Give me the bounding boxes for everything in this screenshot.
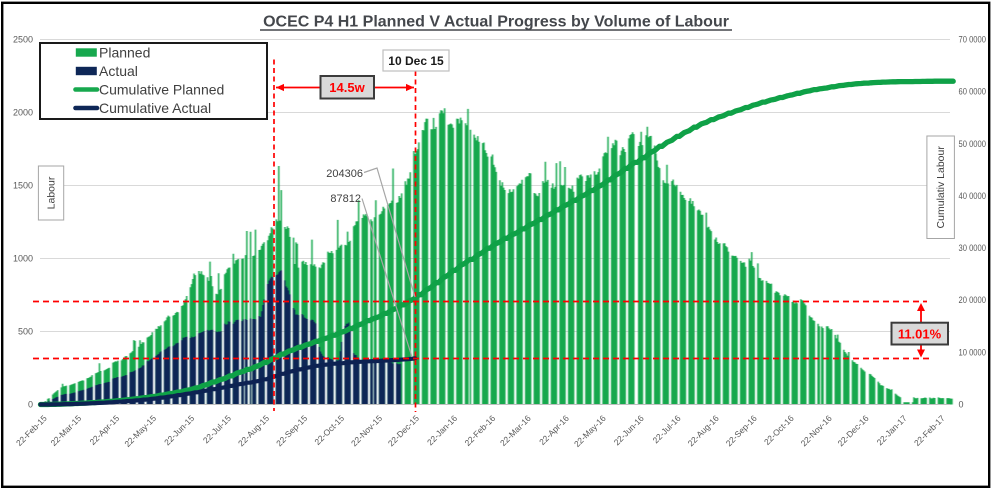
svg-text:Cumulativ Labour: Cumulativ Labour bbox=[935, 146, 947, 229]
svg-text:10 0000: 10 0000 bbox=[959, 347, 987, 357]
svg-text:30 0000: 30 0000 bbox=[959, 243, 987, 253]
svg-text:20 0000: 20 0000 bbox=[959, 295, 987, 305]
svg-text:1500: 1500 bbox=[13, 181, 33, 191]
svg-text:Planned: Planned bbox=[99, 45, 150, 61]
svg-text:10 Dec 15: 10 Dec 15 bbox=[388, 54, 444, 68]
svg-text:OCEC P4 H1 Planned V Actual Pr: OCEC P4 H1 Planned V Actual Progress by … bbox=[263, 14, 729, 31]
svg-text:2500: 2500 bbox=[13, 35, 33, 45]
svg-text:1000: 1000 bbox=[13, 254, 33, 264]
svg-text:Cumulative Actual: Cumulative Actual bbox=[99, 100, 211, 116]
svg-text:11.01%: 11.01% bbox=[898, 327, 942, 342]
svg-text:14.5w: 14.5w bbox=[329, 80, 365, 95]
svg-text:50 0000: 50 0000 bbox=[959, 139, 987, 149]
svg-text:Actual: Actual bbox=[99, 63, 138, 79]
svg-text:500: 500 bbox=[18, 327, 33, 337]
svg-text:87812: 87812 bbox=[330, 193, 361, 205]
svg-text:Labour: Labour bbox=[46, 176, 58, 209]
svg-text:0: 0 bbox=[28, 400, 33, 410]
svg-text:40 0000: 40 0000 bbox=[959, 191, 987, 201]
svg-text:Cumulative Planned: Cumulative Planned bbox=[99, 82, 224, 98]
svg-text:70 0000: 70 0000 bbox=[959, 35, 987, 45]
svg-text:2000: 2000 bbox=[13, 108, 33, 118]
svg-text:60 0000: 60 0000 bbox=[959, 87, 987, 97]
svg-text:204306: 204306 bbox=[326, 168, 363, 180]
svg-text:0: 0 bbox=[959, 400, 964, 410]
